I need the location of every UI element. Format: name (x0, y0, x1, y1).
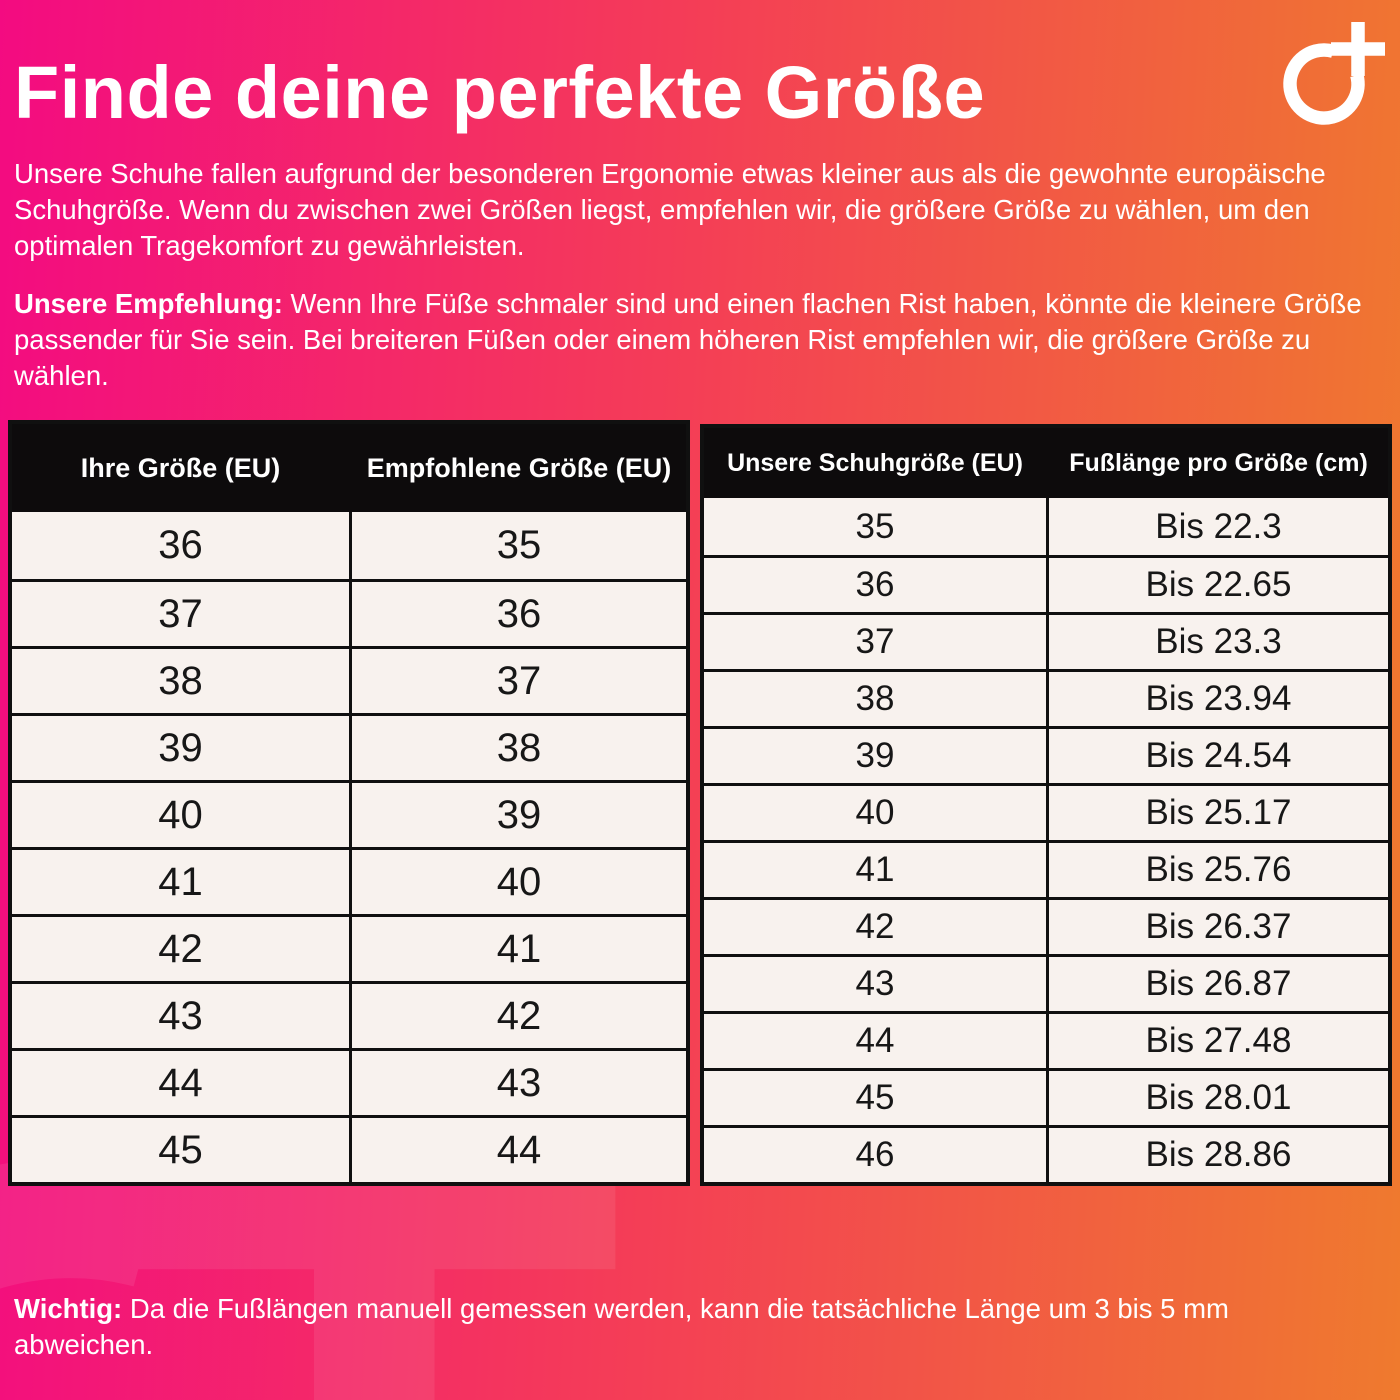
table-row: 41 Bis 25.76 (704, 840, 1388, 897)
table-row: 44 Bis 27.48 (704, 1011, 1388, 1068)
table-cell: 42 (349, 984, 686, 1048)
table-row: 45 44 (12, 1115, 686, 1182)
table-cell: 44 (855, 1021, 895, 1060)
table-cell: 41 (158, 859, 203, 904)
recommendation-body: Wenn Ihre Füße schmaler sind und einen f… (14, 288, 1362, 392)
table-cell: Bis 28.01 (1046, 1071, 1388, 1125)
size-recommendation-table: Ihre Größe (EU) Empfohlene Größe (EU) 36… (8, 420, 690, 1186)
table-cell: 37 (855, 622, 895, 661)
table-row: 45 Bis 28.01 (704, 1068, 1388, 1125)
page-title: Finde deine perfekte Größe (14, 51, 986, 134)
table-cell: Bis 23.3 (1046, 615, 1388, 669)
size-table-body: 36 35 37 36 38 37 39 38 40 39 41 40 42 41 43 42 44 43 45 44 (12, 512, 686, 1182)
intro-text: Unsere Schuhe fallen aufgrund der besond… (14, 158, 1326, 262)
table-row: 40 Bis 25.17 (704, 783, 1388, 840)
table-row: 39 38 (12, 713, 686, 780)
table-cell: Bis 27.48 (1046, 1014, 1388, 1068)
table-row: 41 40 (12, 847, 686, 914)
table-cell: 45 (855, 1078, 895, 1117)
table-cell: 38 (158, 658, 203, 703)
table-row: 37 Bis 23.3 (704, 612, 1388, 669)
footer-note: Wichtig: Da die Fußlängen manuell gemess… (14, 1291, 1354, 1363)
table-cell: Bis 25.76 (1046, 843, 1388, 897)
table-cell: 41 (855, 850, 895, 889)
table-row: 36 35 (12, 512, 686, 579)
table-cell: 39 (158, 725, 203, 770)
length-table-body: 35 Bis 22.3 36 Bis 22.65 37 Bis 23.3 38 Bis 23.… (704, 498, 1388, 1182)
table-cell: 36 (855, 565, 895, 604)
table-cell: Bis 22.65 (1046, 558, 1388, 612)
table-cell: 40 (158, 792, 203, 837)
table-row: 38 Bis 23.94 (704, 669, 1388, 726)
table-cell: 35 (855, 506, 895, 546)
table-cell: 37 (349, 649, 686, 713)
table-row: 42 41 (12, 914, 686, 981)
table-row: 40 39 (12, 780, 686, 847)
table-cell: 39 (855, 736, 895, 775)
footer-label: Wichtig: (14, 1293, 123, 1324)
table-cell: Bis 24.54 (1046, 729, 1388, 783)
table-cell: 42 (855, 907, 895, 946)
foot-length-table: Unsere Schuhgröße (EU) Fußlänge pro Größ… (700, 424, 1392, 1186)
table-cell: Bis 28.86 (1046, 1128, 1388, 1182)
table-cell: 40 (349, 850, 686, 914)
table-cell: 41 (349, 917, 686, 981)
table-cell: 44 (349, 1118, 686, 1182)
table-cell: 42 (158, 926, 203, 971)
table-cell: 45 (158, 1127, 203, 1172)
table-cell: 43 (349, 1051, 686, 1115)
table-row: 44 43 (12, 1048, 686, 1115)
table-cell: 43 (855, 964, 895, 1003)
table-row: 35 Bis 22.3 (704, 498, 1388, 555)
table-cell: Bis 26.87 (1046, 957, 1388, 1011)
table-row: 39 Bis 24.54 (704, 726, 1388, 783)
column-header-foot-length: Fußlänge pro Größe (cm) (1069, 448, 1368, 477)
recommendation-text: Unsere Empfehlung: Wenn Ihre Füße schmal… (14, 286, 1388, 394)
table-cell: 35 (349, 512, 686, 579)
table-cell: 44 (158, 1060, 203, 1105)
length-table-header: Unsere Schuhgröße (EU) Fußlänge pro Größ… (704, 428, 1388, 498)
column-header-shoe-size: Unsere Schuhgröße (EU) (727, 448, 1023, 477)
column-header-recommended-size: Empfohlene Größe (EU) (366, 452, 672, 483)
brand-logo-icon (1283, 22, 1385, 125)
table-cell: 40 (855, 793, 895, 832)
table-cell: Bis 22.3 (1046, 498, 1388, 555)
table-row: 38 37 (12, 646, 686, 713)
table-row: 42 Bis 26.37 (704, 897, 1388, 954)
table-cell: 43 (158, 993, 203, 1038)
table-row: 43 42 (12, 981, 686, 1048)
table-row: 46 Bis 28.86 (704, 1125, 1388, 1182)
table-row: 37 36 (12, 579, 686, 646)
table-cell: 39 (349, 783, 686, 847)
table-cell: 37 (158, 591, 203, 636)
footer-body: Da die Fußlängen manuell gemessen werden… (14, 1293, 1229, 1361)
table-row: 36 Bis 22.65 (704, 555, 1388, 612)
table-row: 43 Bis 26.87 (704, 954, 1388, 1011)
table-cell: 46 (855, 1135, 895, 1174)
recommendation-label: Unsere Empfehlung: (14, 288, 283, 319)
table-cell: 38 (349, 716, 686, 780)
table-cell: 38 (855, 679, 895, 718)
size-table-header: Ihre Größe (EU) Empfohlene Größe (EU) (12, 424, 686, 512)
table-cell: 36 (158, 523, 203, 567)
column-header-your-size: Ihre Größe (EU) (80, 452, 281, 483)
table-cell: 36 (349, 582, 686, 646)
table-cell: Bis 26.37 (1046, 900, 1388, 954)
table-cell: Bis 25.17 (1046, 786, 1388, 840)
table-cell: Bis 23.94 (1046, 672, 1388, 726)
